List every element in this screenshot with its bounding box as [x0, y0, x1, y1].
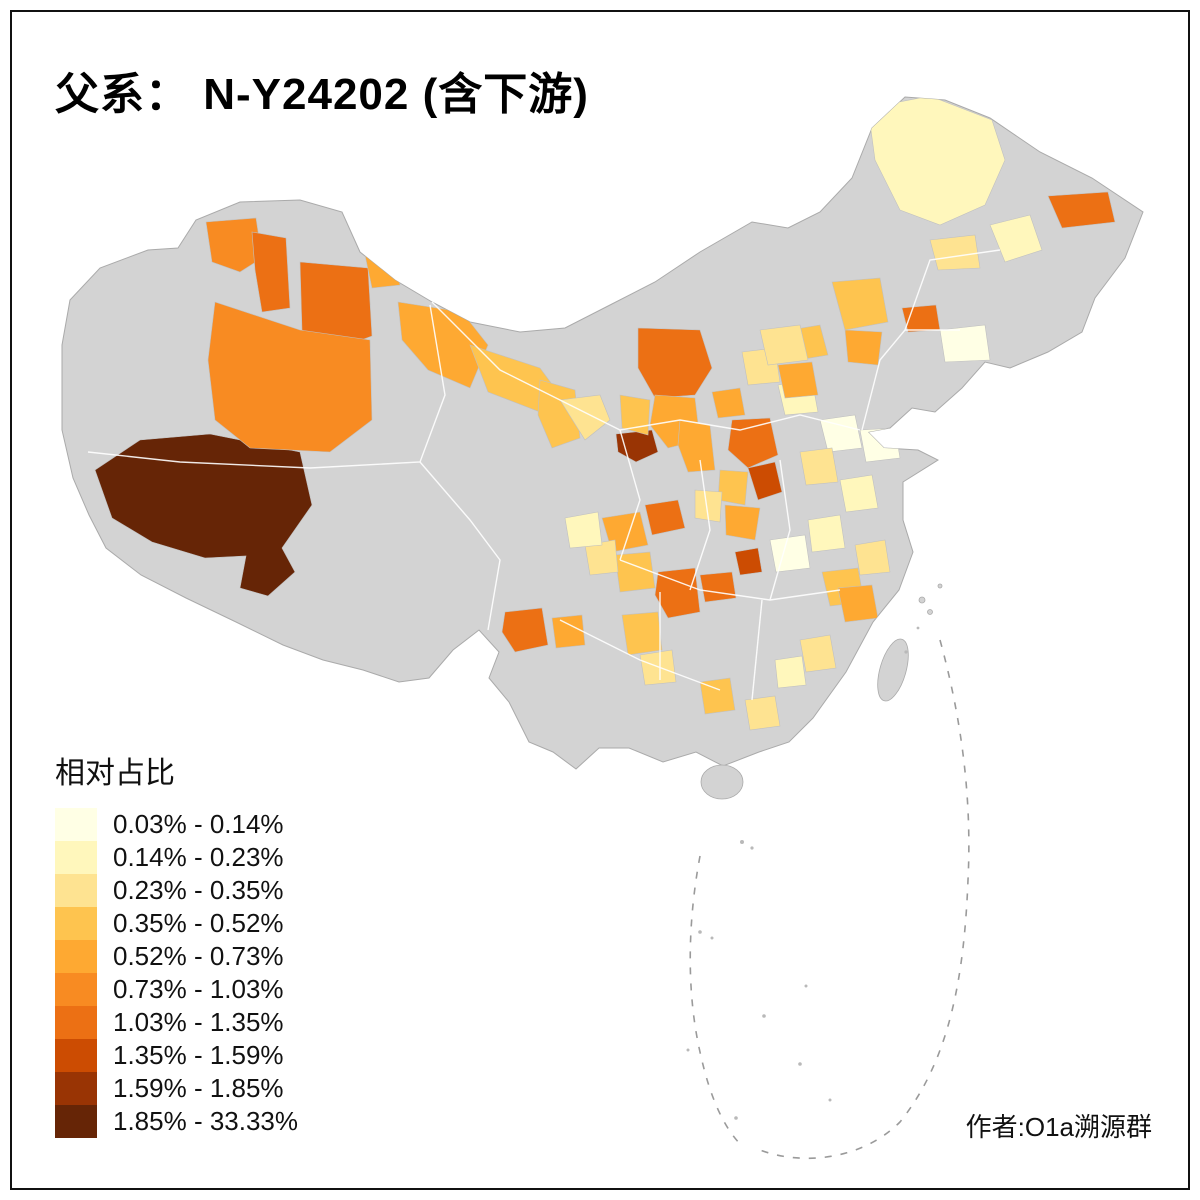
- legend-swatch: [55, 907, 97, 940]
- map-region: [699, 677, 736, 715]
- map-region: [989, 214, 1043, 263]
- legend-title: 相对占比: [55, 757, 175, 790]
- map-region: [777, 361, 819, 399]
- legend-label: 0.35% - 0.52%: [113, 908, 284, 938]
- map-region: [699, 571, 737, 603]
- legend-row: 0.35% - 0.52%: [55, 907, 298, 940]
- province-borders: [87, 249, 1001, 701]
- map-region: [251, 231, 291, 313]
- legend-row: 1.59% - 1.85%: [55, 1072, 298, 1105]
- legend-row: 0.52% - 0.73%: [55, 940, 298, 973]
- map-region: [839, 474, 879, 513]
- taiwan-island: [877, 638, 909, 702]
- map-region: [584, 539, 619, 576]
- map-region: [639, 649, 677, 686]
- legend-label: 1.35% - 1.59%: [113, 1040, 284, 1070]
- map-region: [819, 414, 863, 453]
- south-china-sea-islets: [686, 626, 920, 1120]
- legend-row: 1.35% - 1.59%: [55, 1039, 298, 1072]
- legend-row: 0.73% - 1.03%: [55, 973, 298, 1006]
- map-region: [831, 277, 889, 331]
- map-region: [551, 614, 586, 649]
- map-region: [711, 387, 746, 419]
- hainan-island: [700, 764, 744, 800]
- map-region: [867, 97, 1006, 226]
- legend-swatch: [55, 874, 97, 907]
- map-region: [734, 547, 763, 576]
- legend-row: 0.23% - 0.35%: [55, 874, 298, 907]
- legend-row: 1.03% - 1.35%: [55, 1006, 298, 1039]
- map-region: [744, 695, 781, 731]
- page-title: 父系： N-Y24202 (含下游): [55, 70, 589, 119]
- map-region: [94, 433, 313, 597]
- map-region: [929, 234, 981, 271]
- legend-label: 0.73% - 1.03%: [113, 974, 284, 1004]
- south-china-sea-dashes: [689, 639, 970, 1160]
- map-region: [501, 607, 549, 653]
- map-region: [619, 394, 651, 436]
- legend-swatch: [55, 1072, 97, 1105]
- legend-swatch: [55, 1105, 97, 1138]
- map-region: [759, 324, 809, 366]
- map-region: [637, 327, 713, 399]
- legend-label: 0.03% - 0.14%: [113, 809, 284, 839]
- map-region: [205, 217, 263, 273]
- legend: 相对占比 0.03% - 0.14% 0.14% - 0.23% 0.23% -…: [55, 748, 298, 1138]
- legend-swatch: [55, 841, 97, 874]
- map-region: [769, 534, 811, 573]
- legend-swatch: [55, 973, 97, 1006]
- map-region: [747, 461, 783, 501]
- map-region: [564, 511, 603, 549]
- legend-swatch: [55, 1006, 97, 1039]
- map-region: [799, 634, 837, 673]
- map-region: [1047, 191, 1116, 229]
- islands: [700, 583, 943, 800]
- legend-label: 0.23% - 0.35%: [113, 875, 284, 905]
- map-region: [717, 469, 749, 506]
- legend-label: 1.59% - 1.85%: [113, 1073, 284, 1103]
- map-region: [774, 655, 807, 689]
- map-region: [799, 447, 839, 486]
- legend-swatch: [55, 1039, 97, 1072]
- map-region: [854, 539, 891, 576]
- legend-row: 0.14% - 0.23%: [55, 841, 298, 874]
- colored-regions: [94, 97, 1116, 731]
- map-region: [901, 304, 941, 333]
- legend-row: 1.85% - 33.33%: [55, 1105, 298, 1138]
- legend-swatch: [55, 940, 97, 973]
- legend-label: 1.03% - 1.35%: [113, 1007, 284, 1037]
- legend-label: 0.14% - 0.23%: [113, 842, 284, 872]
- legend-row: 0.03% - 0.14%: [55, 808, 298, 841]
- map-region: [537, 379, 581, 449]
- map-region: [844, 329, 883, 366]
- map-region: [654, 567, 701, 619]
- map-region: [859, 427, 901, 463]
- map-region: [837, 584, 879, 623]
- legend-swatch: [55, 808, 97, 841]
- map-region: [207, 301, 373, 453]
- map-region: [694, 489, 723, 523]
- map-region: [939, 324, 991, 363]
- map-region: [644, 499, 686, 536]
- map-region: [807, 514, 846, 553]
- map-region: [724, 504, 761, 541]
- author-credit: 作者:O1a溯源群: [965, 1112, 1152, 1142]
- legend-label: 0.52% - 0.73%: [113, 941, 284, 971]
- map-region: [621, 611, 663, 656]
- legend-label: 1.85% - 33.33%: [113, 1106, 299, 1136]
